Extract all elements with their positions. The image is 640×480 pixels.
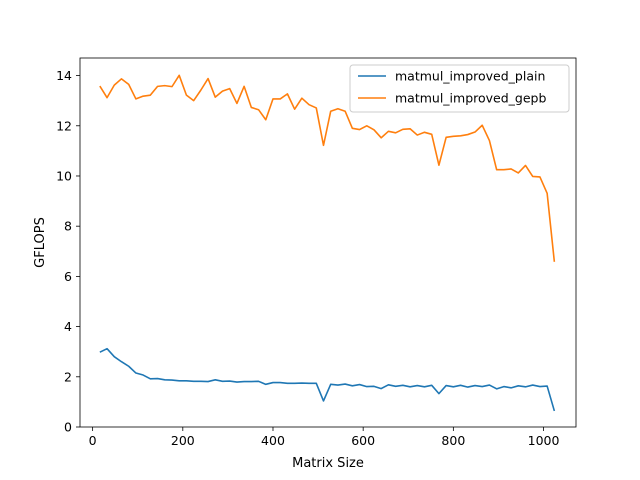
y-tick-label: 0 xyxy=(64,420,72,435)
y-axis-label: GFLOPS xyxy=(33,217,48,268)
x-tick-label: 0 xyxy=(89,433,97,448)
legend-label-gepb: matmul_improved_gepb xyxy=(395,91,546,106)
x-tick-label: 1000 xyxy=(528,433,560,448)
x-tick-label: 200 xyxy=(171,433,195,448)
y-tick-label: 6 xyxy=(64,269,72,284)
y-tick-label: 8 xyxy=(64,219,72,234)
x-axis-ticks: 0 200 400 600 800 1000 xyxy=(89,427,560,448)
legend-box xyxy=(349,64,570,113)
series-line-1 xyxy=(99,74,556,262)
series-layer xyxy=(99,74,556,412)
y-tick-label: 2 xyxy=(64,369,72,384)
x-tick-label: 400 xyxy=(261,433,285,448)
legend: matmul_improved_plain matmul_improved_ge… xyxy=(349,64,570,113)
legend-label-plain: matmul_improved_plain xyxy=(395,69,545,84)
y-tick-label: 4 xyxy=(64,319,72,334)
plot-frame xyxy=(79,57,577,428)
x-tick-label: 800 xyxy=(441,433,465,448)
y-tick-label: 14 xyxy=(56,68,72,83)
y-tick-label: 10 xyxy=(56,168,72,183)
series-line-0 xyxy=(99,347,556,412)
x-axis-label: Matrix Size xyxy=(292,456,364,471)
y-tick-label: 12 xyxy=(56,118,72,133)
y-axis-ticks: 0 2 4 6 8 10 12 14 xyxy=(56,68,80,435)
axes-layer xyxy=(79,57,577,428)
x-tick-label: 600 xyxy=(351,433,375,448)
